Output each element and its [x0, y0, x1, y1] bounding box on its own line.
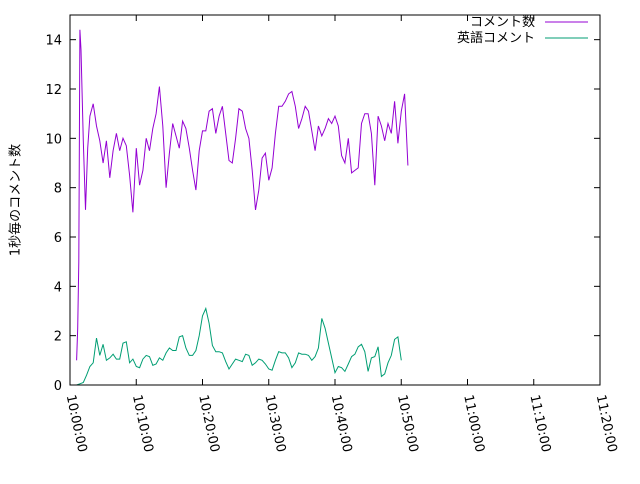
x-tick-label: 11:20:00 [593, 393, 620, 453]
legend-label-1: 英語コメント [457, 30, 535, 46]
x-tick-label: 10:50:00 [394, 393, 421, 453]
series-layer [76, 29, 409, 386]
series-line-1 [76, 306, 402, 386]
y-tick-label: 0 [54, 379, 62, 394]
y-tick-label: 10 [45, 132, 62, 147]
ticks-layer: 0 2 4 6 8 10 12 14 10:00:00 10:10:00 10:20:00 10:30… [45, 15, 619, 454]
y-axis-label: 1秒毎のコメント数 [8, 144, 24, 256]
x-tick-label: 11:00:00 [460, 393, 487, 453]
x-tick-label: 10:10:00 [129, 393, 156, 453]
x-tick-label: 10:00:00 [63, 393, 90, 453]
plot-frame [69, 14, 601, 386]
series-line-0 [76, 29, 409, 361]
y-tick-label: 12 [45, 83, 62, 98]
y-tick-label: 8 [54, 182, 62, 197]
y-tick-label: 6 [54, 231, 62, 246]
y-tick-label: 4 [54, 280, 62, 295]
y-tick-label: 14 [45, 34, 62, 49]
x-tick-label: 10:30:00 [261, 393, 288, 453]
legend-label-0: コメント数 [470, 15, 535, 30]
x-tick-label: 11:10:00 [526, 393, 553, 453]
x-tick-label: 10:40:00 [328, 393, 355, 453]
x-tick-label: 10:20:00 [195, 393, 222, 453]
y-tick-label: 2 [54, 330, 62, 345]
